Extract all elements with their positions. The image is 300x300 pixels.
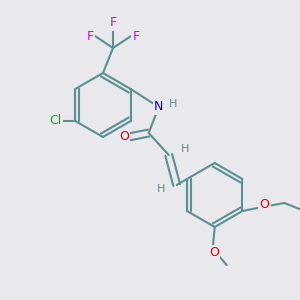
- Text: O: O: [209, 247, 219, 260]
- Text: N: N: [154, 100, 164, 113]
- Text: F: F: [132, 29, 140, 43]
- Text: H: H: [169, 99, 177, 109]
- Text: O: O: [119, 130, 129, 143]
- Text: H: H: [181, 144, 189, 154]
- Text: O: O: [260, 199, 269, 212]
- Text: Cl: Cl: [49, 115, 62, 128]
- Text: F: F: [86, 29, 94, 43]
- Text: H: H: [157, 184, 165, 194]
- Text: F: F: [110, 16, 117, 29]
